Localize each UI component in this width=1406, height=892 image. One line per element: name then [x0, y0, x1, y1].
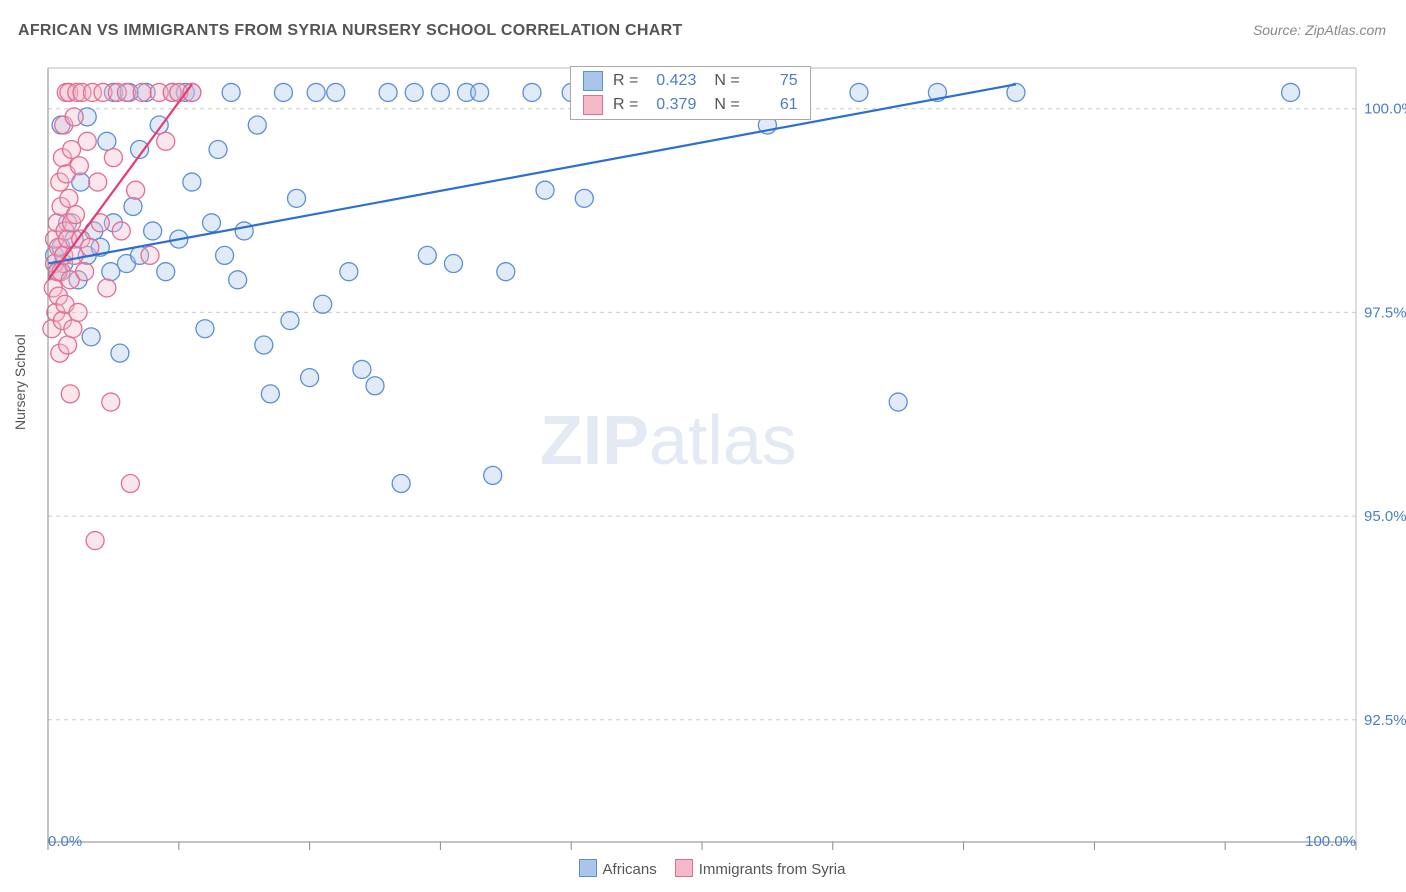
svg-text:97.5%: 97.5%: [1364, 304, 1406, 321]
r-label: R =: [613, 72, 638, 90]
chart-container: AFRICAN VS IMMIGRANTS FROM SYRIA NURSERY…: [0, 0, 1406, 892]
r-value: 0.423: [648, 72, 696, 90]
correlation-stats-box: R = 0.423 N = 75 R = 0.379 N = 61: [570, 66, 811, 120]
stats-row: R = 0.423 N = 75: [571, 69, 810, 93]
stats-row: R = 0.379 N = 61: [571, 93, 810, 117]
scatter-chart: 92.5% 95.0% 97.5% 100.0%: [0, 50, 1406, 892]
legend-label: Immigrants from Syria: [699, 861, 846, 878]
svg-text:92.5%: 92.5%: [1364, 712, 1406, 729]
n-label: N =: [714, 72, 739, 90]
x-axis-min-label: 0.0%: [48, 833, 82, 850]
n-value: 75: [750, 72, 798, 90]
series-swatch: [583, 95, 603, 115]
legend-swatch: [675, 859, 693, 877]
legend-swatch: [579, 859, 597, 877]
r-label: R =: [613, 96, 638, 114]
series-swatch: [583, 71, 603, 91]
n-label: N =: [714, 96, 739, 114]
svg-text:95.0%: 95.0%: [1364, 508, 1406, 525]
legend: Africans Immigrants from Syria: [0, 859, 1406, 878]
legend-label: Africans: [603, 861, 657, 878]
n-value: 61: [750, 96, 798, 114]
x-axis-max-label: 100.0%: [1305, 833, 1356, 850]
svg-text:100.0%: 100.0%: [1364, 101, 1406, 118]
r-value: 0.379: [648, 96, 696, 114]
chart-title: AFRICAN VS IMMIGRANTS FROM SYRIA NURSERY…: [18, 22, 683, 40]
source-label: Source: ZipAtlas.com: [1253, 22, 1386, 38]
